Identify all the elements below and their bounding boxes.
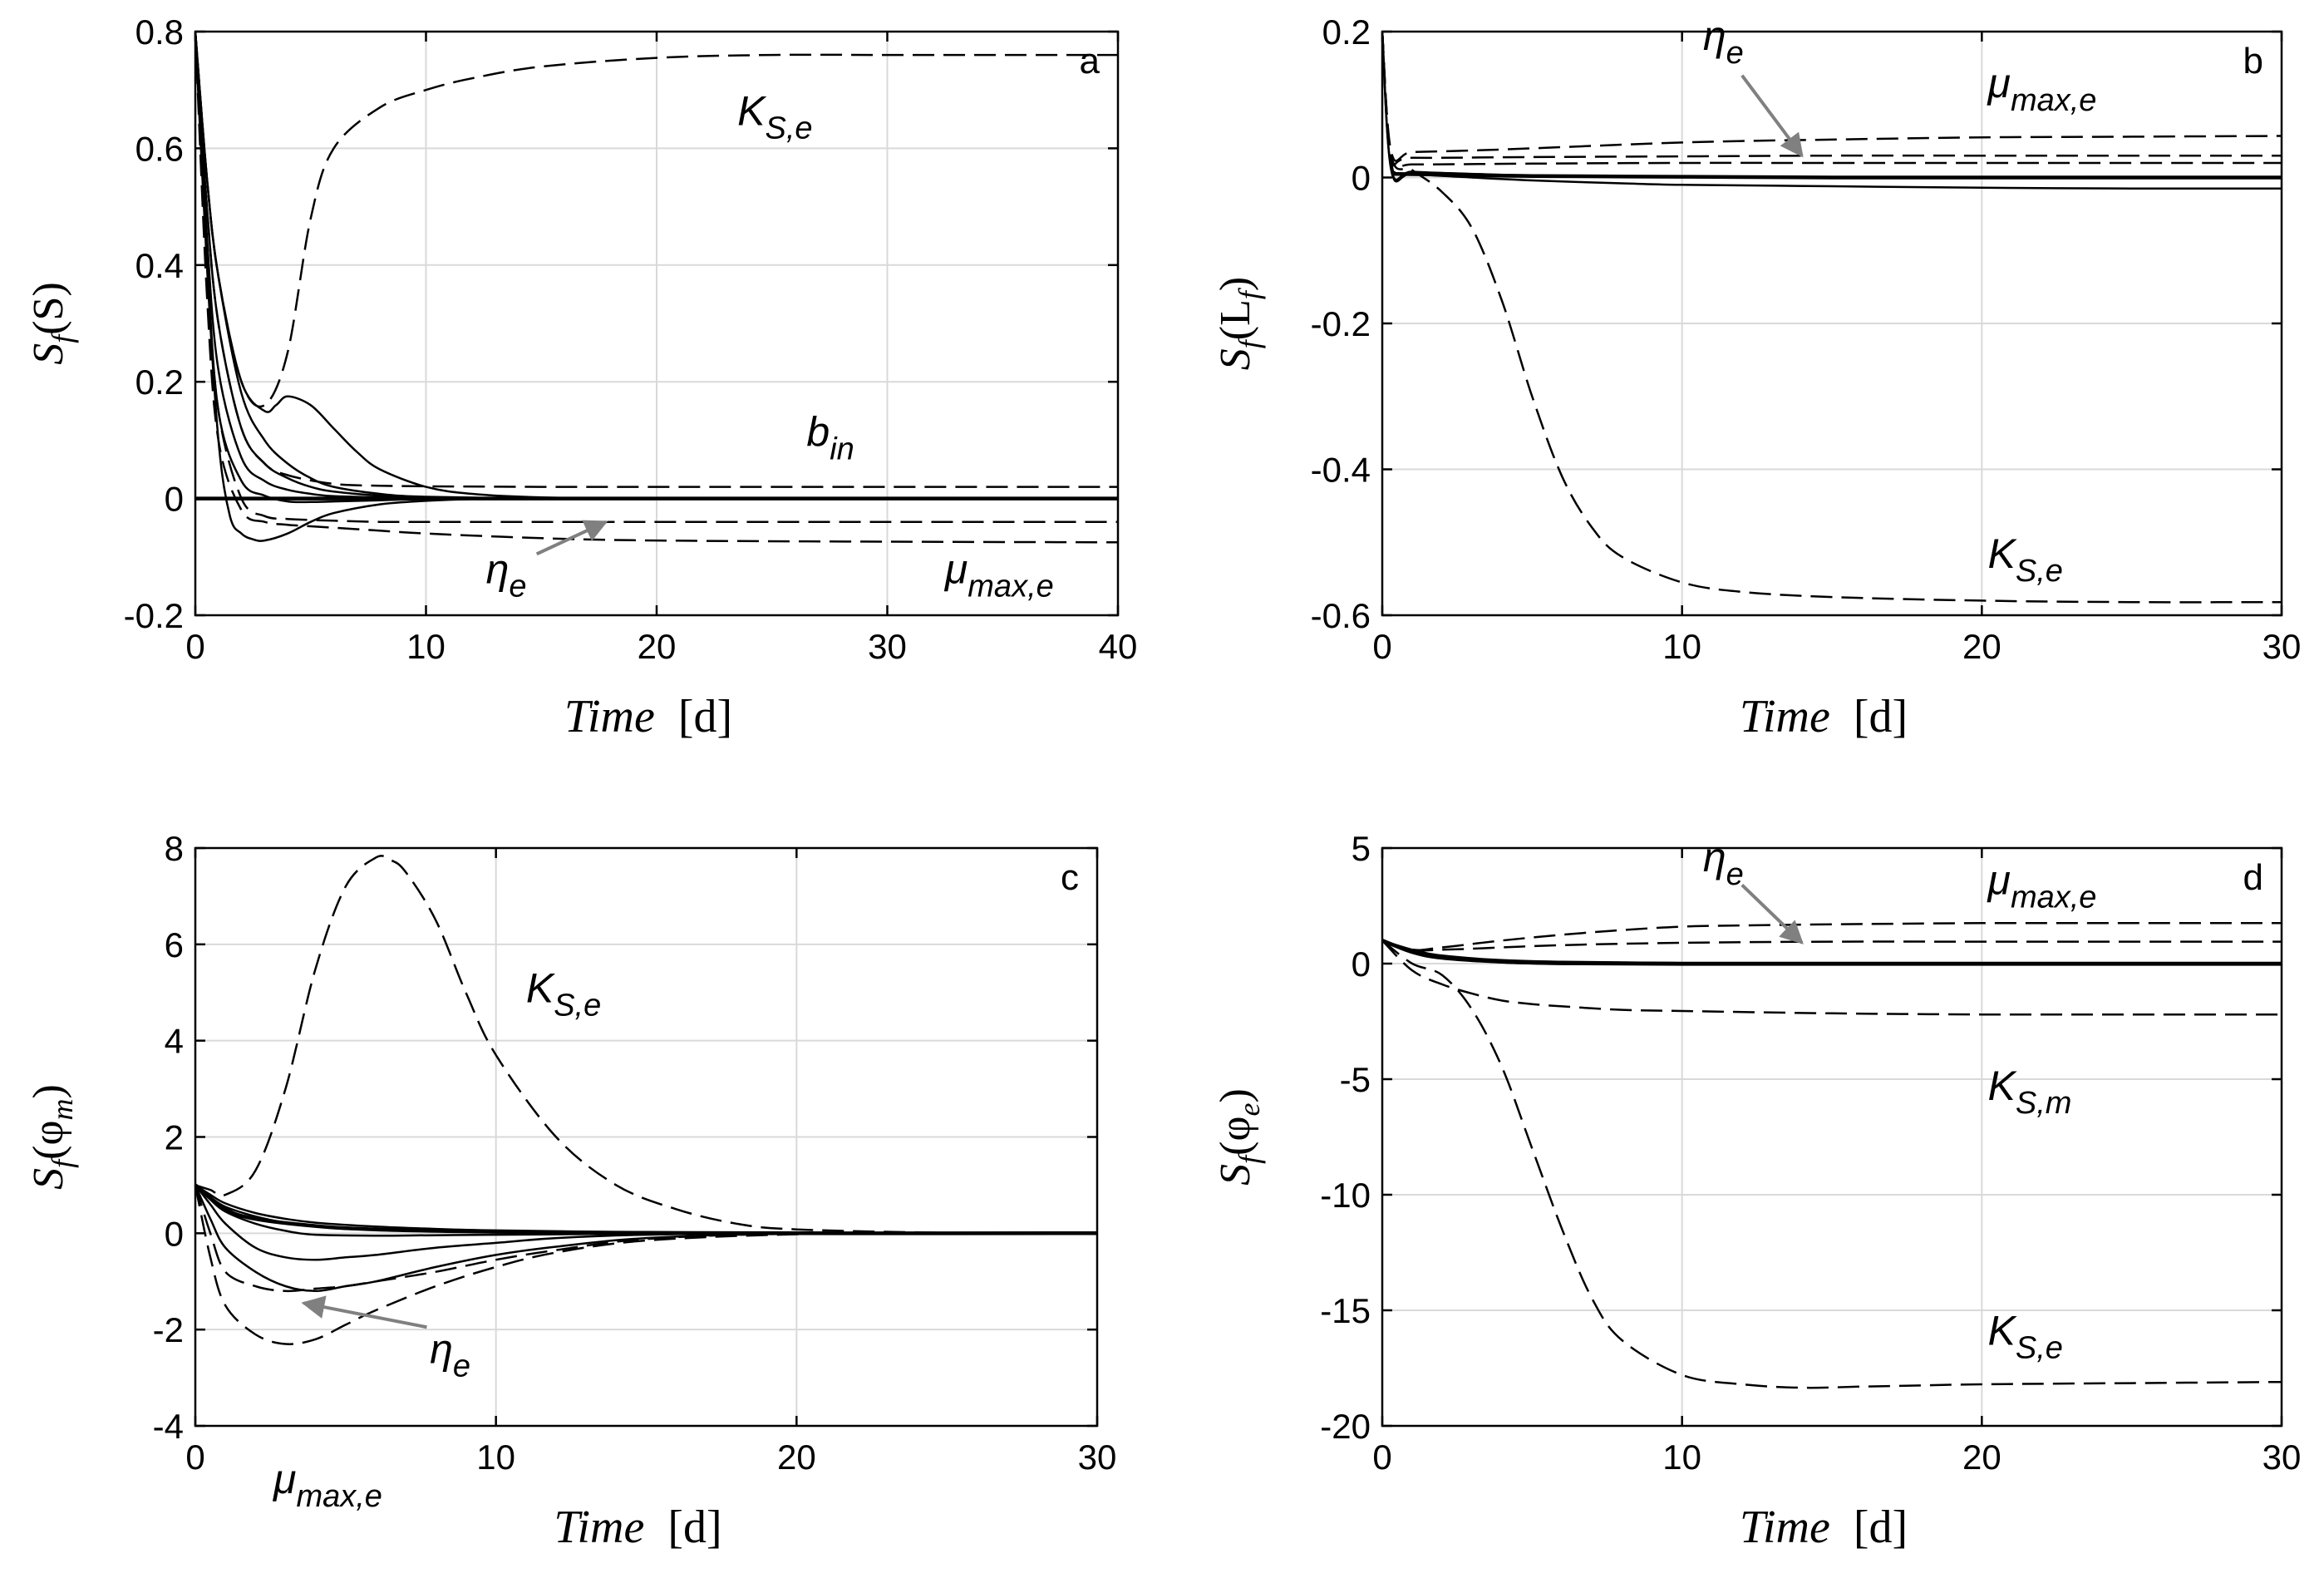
annotation-arrow [1741, 884, 1804, 944]
panel-letter: b [2243, 41, 2263, 81]
panel-letter: d [2243, 857, 2263, 898]
x-tick-label: 10 [1662, 627, 1701, 666]
annotation-label: KS,e [526, 964, 601, 1023]
series-line-mu-max-e [1382, 32, 2282, 162]
y-tick-label: 0 [165, 1214, 184, 1253]
annotation-label: μmax,e [943, 545, 1054, 604]
x-tick-label: 10 [476, 1438, 515, 1477]
y-tick-label: -10 [1320, 1176, 1371, 1215]
series-line-k-s-e [195, 855, 1097, 1235]
x-tick-label: 0 [185, 627, 204, 666]
y-tick-label: 2 [165, 1118, 184, 1157]
y-tick-label: 4 [165, 1022, 184, 1061]
y-axis-label: Sf(φe) [1212, 1088, 1266, 1186]
x-tick-label: 30 [2262, 1438, 2302, 1477]
series-line-zero-bold [1382, 939, 2282, 966]
series-group [195, 32, 1118, 544]
x-tick-label: 0 [1372, 627, 1391, 666]
series-line-solid-1 [1382, 939, 2282, 965]
axes-frame [1381, 846, 2283, 1428]
y-tick-label: -0.2 [1311, 304, 1371, 343]
annotation-label: ηe [486, 545, 527, 604]
annotation-label: KS,m [1988, 1063, 2072, 1121]
panel-letter: c [1061, 857, 1079, 898]
series-line-solid-eta-mid [195, 1184, 1097, 1261]
x-tick-label: 30 [1078, 1438, 1117, 1477]
annotation-label: bin [806, 408, 854, 466]
annotation-label: ηe [430, 1326, 470, 1384]
y-tick-label: -20 [1320, 1407, 1371, 1446]
y-tick-label: 0.8 [135, 12, 184, 52]
y-tick-label: 0 [1352, 159, 1371, 198]
y-tick-label: 0.2 [1322, 12, 1371, 52]
x-tick-label: 10 [1662, 1438, 1701, 1477]
series-group [1382, 32, 2282, 604]
y-tick-label: -5 [1340, 1060, 1371, 1099]
x-tick-label: 20 [1962, 627, 2001, 666]
x-tick-label: 40 [1099, 627, 1138, 666]
y-axis-label: Sf(S) [25, 282, 79, 365]
series-group [1382, 921, 2282, 1389]
series-line-k-s-e [1382, 939, 2282, 1389]
x-tick-label: 0 [185, 1438, 204, 1477]
x-tick-label: 20 [638, 627, 677, 666]
panel-letter: a [1080, 41, 1100, 81]
annotation-label: ηe [1703, 12, 1744, 71]
series-line-solid-neg [1382, 32, 2282, 190]
annotation-arrow [1741, 74, 1804, 158]
y-tick-label: 6 [165, 925, 184, 964]
series-line-dashed-mid [1382, 32, 2282, 167]
x-tick-label: 30 [2262, 627, 2302, 666]
y-axis-label: Sf(Lf) [1212, 277, 1266, 370]
panel-d: 0 10 20 30 -20 -15 -10 -5 0 5 d Time [d] Sf(φe) ηe μmax… [1212, 829, 2301, 1553]
x-tick-label: 0 [1372, 1438, 1391, 1477]
y-tick-label: 0.4 [135, 246, 184, 285]
x-tick-label: 20 [777, 1438, 816, 1477]
series-line-dashed-one [1382, 939, 2282, 952]
y-tick-label: -15 [1320, 1291, 1371, 1330]
x-axis-label: Time [d] [1740, 1502, 1908, 1553]
series-line-mu-max-e [195, 32, 1118, 544]
annotation-label: KS,e [737, 87, 812, 145]
series-line-mu-max-e [195, 1185, 1097, 1345]
series-line-k-s-m [1382, 939, 2282, 1016]
annotation-label: μmax,e [272, 1456, 382, 1514]
x-axis-label: Time [d] [564, 691, 732, 742]
y-tick-label: 5 [1352, 829, 1371, 868]
y-tick-label: 0.2 [135, 362, 184, 402]
series-group [195, 855, 1097, 1345]
panel-b: 0 10 20 30 -0.6 -0.4 -0.2 0 0.2 b Time [d] Sf(Lf) ηe μ… [1212, 12, 2301, 742]
y-tick-label: -4 [153, 1407, 184, 1446]
annotation-label: KS,e [1988, 1308, 2063, 1366]
annotation-label: μmax,e [1987, 60, 2097, 118]
y-tick-label: 0.6 [135, 129, 184, 168]
x-axis-label: Time [d] [554, 1502, 721, 1553]
x-tick-label: 20 [1962, 1438, 2001, 1477]
series-line-k-s-e [1382, 32, 2282, 604]
series-line-dashed-low [1382, 32, 2282, 175]
y-axis-label: Sf(φm) [25, 1084, 79, 1190]
annotation-label: ηe [1703, 834, 1744, 892]
series-line-zero-bold [1391, 171, 2282, 180]
annotation-arrow [301, 1295, 427, 1329]
series-line-solid-eta-low [195, 1184, 1097, 1293]
y-tick-label: 0 [165, 480, 184, 519]
x-tick-label: 30 [868, 627, 907, 666]
x-axis-label: Time [d] [1740, 691, 1908, 742]
annotation-label: μmax,e [1987, 857, 2097, 915]
y-tick-label: -2 [153, 1310, 184, 1349]
series-line-mu-max-e [1382, 921, 2282, 951]
x-tick-label: 10 [406, 627, 446, 666]
panel-c: 0 10 20 30 -4 -2 0 2 4 6 8 c Time [d] Sf(φm) KS,e ηe μmax… [25, 829, 1116, 1553]
annotation-label: KS,e [1988, 530, 2063, 589]
y-tick-label: 0 [1352, 944, 1371, 984]
y-tick-label: -0.6 [1311, 596, 1371, 635]
annotation-arrow [535, 520, 608, 556]
y-tick-label: -0.2 [124, 596, 184, 635]
series-line-zero-bold [195, 1183, 1097, 1235]
y-tick-label: -0.4 [1311, 451, 1371, 490]
y-tick-label: 8 [165, 829, 184, 868]
